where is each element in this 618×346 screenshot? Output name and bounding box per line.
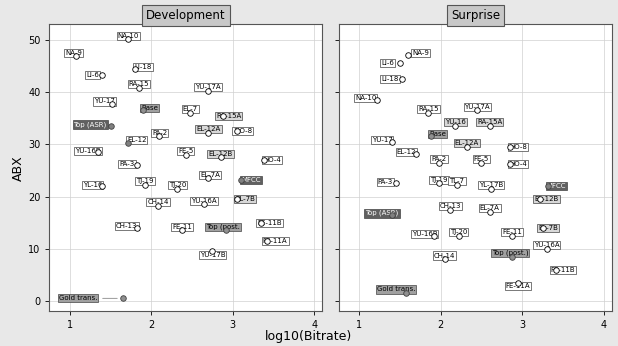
Text: 1IO-8: 1IO-8 (233, 128, 252, 134)
Text: FE-5: FE-5 (474, 156, 489, 163)
Text: EL-12A: EL-12A (197, 126, 221, 133)
Text: EL-12B: EL-12B (208, 151, 233, 157)
Text: Top (post.): Top (post.) (492, 250, 528, 257)
Text: NA-10: NA-10 (118, 33, 139, 39)
Text: TJ-20: TJ-20 (169, 182, 186, 189)
Text: YU-17A: YU-17A (465, 104, 490, 110)
Text: CH-14: CH-14 (147, 199, 169, 206)
Text: LI-18: LI-18 (381, 76, 402, 82)
Y-axis label: ABX: ABX (12, 155, 25, 181)
Text: EL-7B: EL-7B (538, 225, 558, 231)
Text: FE-11A: FE-11A (506, 283, 530, 289)
Text: PA-2: PA-2 (431, 156, 447, 163)
Text: RA-15: RA-15 (129, 81, 150, 88)
Text: RA-15A: RA-15A (216, 112, 242, 119)
Text: FE-5: FE-5 (178, 148, 193, 155)
Text: HO-4: HO-4 (509, 161, 527, 167)
Text: PA-3: PA-3 (119, 161, 137, 167)
Text: Gold trans.: Gold trans. (59, 295, 117, 301)
Text: FE-11A: FE-11A (263, 238, 287, 244)
Text: TJ-19: TJ-19 (136, 179, 153, 185)
Text: Base: Base (142, 105, 158, 111)
Text: EL-12A: EL-12A (455, 140, 479, 147)
Text: Top (ASR): Top (ASR) (74, 121, 111, 128)
Text: CH-13: CH-13 (116, 223, 138, 229)
Text: Top (ASR): Top (ASR) (365, 210, 399, 217)
Text: EL-12: EL-12 (397, 149, 416, 155)
Text: FE-11B: FE-11B (551, 267, 575, 273)
Text: TJ-20: TJ-20 (450, 229, 467, 236)
Text: NA-10: NA-10 (355, 95, 376, 101)
Text: YU-17: YU-17 (93, 99, 114, 104)
Text: LI-6: LI-6 (86, 72, 103, 79)
Text: RA-15: RA-15 (418, 106, 439, 113)
Text: NA-9: NA-9 (66, 50, 82, 56)
Text: YU-17A: YU-17A (195, 84, 221, 91)
Text: YU-17: YU-17 (371, 137, 392, 143)
Text: YU-16B: YU-16B (412, 231, 437, 237)
Text: MFCC: MFCC (241, 177, 260, 183)
Text: log10(Bitrate): log10(Bitrate) (265, 329, 353, 343)
Text: EL-7A: EL-7A (480, 205, 499, 212)
Text: CH-13: CH-13 (440, 203, 461, 210)
Text: TL-7: TL-7 (449, 179, 465, 185)
Text: TJ-19: TJ-19 (430, 177, 448, 183)
Text: YU-16A: YU-16A (192, 198, 217, 204)
Text: YU-16B: YU-16B (75, 148, 101, 154)
Title: Development: Development (146, 9, 226, 22)
Text: RA-15A: RA-15A (477, 119, 502, 126)
Text: Top (post.: Top (post. (206, 224, 240, 230)
Text: LI-6: LI-6 (381, 61, 400, 66)
Text: EL-12: EL-12 (127, 137, 146, 143)
Text: Base: Base (429, 131, 446, 137)
Text: Gold trans.: Gold trans. (376, 286, 415, 292)
Text: FE-11B: FE-11B (257, 220, 282, 226)
Text: NA-9: NA-9 (408, 50, 429, 56)
Text: PA-3: PA-3 (378, 179, 396, 185)
Text: LI-18: LI-18 (135, 64, 152, 70)
Text: YU-17B: YU-17B (200, 251, 225, 258)
Text: YL-16: YL-16 (83, 182, 103, 188)
Text: MFCC: MFCC (547, 183, 566, 189)
Title: Surprise: Surprise (451, 9, 500, 22)
Text: HO-8: HO-8 (509, 144, 527, 150)
Text: PA-2: PA-2 (152, 130, 167, 136)
Text: YL-17B: YL-17B (479, 182, 503, 189)
Text: EL-12B: EL-12B (535, 196, 559, 202)
Text: HO-4: HO-4 (263, 157, 281, 163)
Text: EL-7: EL-7 (183, 106, 198, 113)
Text: EL-7B: EL-7B (235, 196, 255, 202)
Text: FE-11: FE-11 (172, 224, 192, 230)
Text: YU-16: YU-16 (445, 119, 466, 126)
Text: EL-7A: EL-7A (200, 172, 220, 178)
Text: YU-16A: YU-16A (534, 242, 559, 249)
Text: CH-14: CH-14 (434, 253, 455, 259)
Text: FE-11: FE-11 (502, 229, 522, 236)
